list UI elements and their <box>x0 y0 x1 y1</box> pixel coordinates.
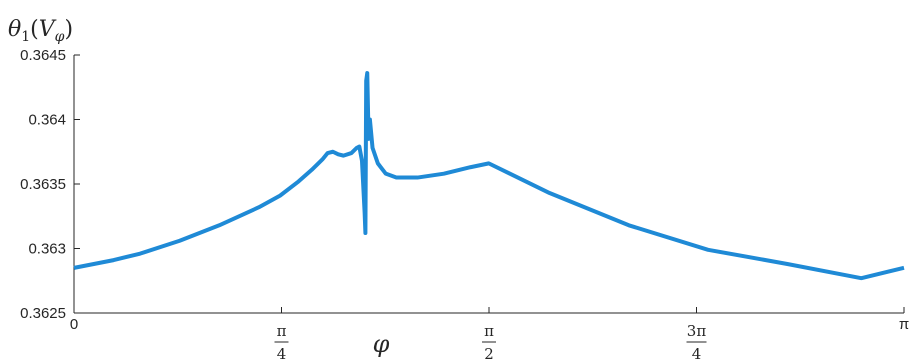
x-tick-label: 0 <box>70 316 78 333</box>
x-tick-label: π <box>899 316 909 333</box>
y-axis-label: θ1(Vφ) <box>8 17 73 45</box>
y-ticks: 0.3625 0.363 0.3635 0.364 0.3645 <box>20 47 80 322</box>
y-tick-label: 0.3625 <box>20 305 66 322</box>
y-tick-label: 0.364 <box>28 112 66 129</box>
y-tick-label: 0.3635 <box>20 176 66 193</box>
y-tick-label: 0.363 <box>28 241 66 258</box>
y-label-close: ) <box>64 17 73 42</box>
y-label-open: ( <box>30 17 39 42</box>
y-label-sub1: 1 <box>21 29 30 45</box>
x-tick-denominator: 4 <box>692 345 702 363</box>
x-tick-denominator: 2 <box>484 345 494 363</box>
y-tick-label: 0.3645 <box>20 47 66 64</box>
y-label-main: θ <box>8 17 21 42</box>
y-label-sub2: φ <box>55 29 65 45</box>
x-ticks: 0 π 4 π 2 3π 4 π <box>70 307 909 363</box>
x-tick-denominator: 4 <box>277 345 287 363</box>
x-tick-numerator: π <box>277 322 287 340</box>
svg-text:θ1(Vφ): θ1(Vφ) <box>8 17 73 45</box>
y-label-var: V <box>39 17 57 42</box>
x-tick-numerator: π <box>484 322 494 340</box>
series-group <box>73 71 905 281</box>
x-axis-label: φ <box>373 330 390 358</box>
x-tick-numerator: 3π <box>687 322 707 340</box>
series-line <box>73 71 905 281</box>
